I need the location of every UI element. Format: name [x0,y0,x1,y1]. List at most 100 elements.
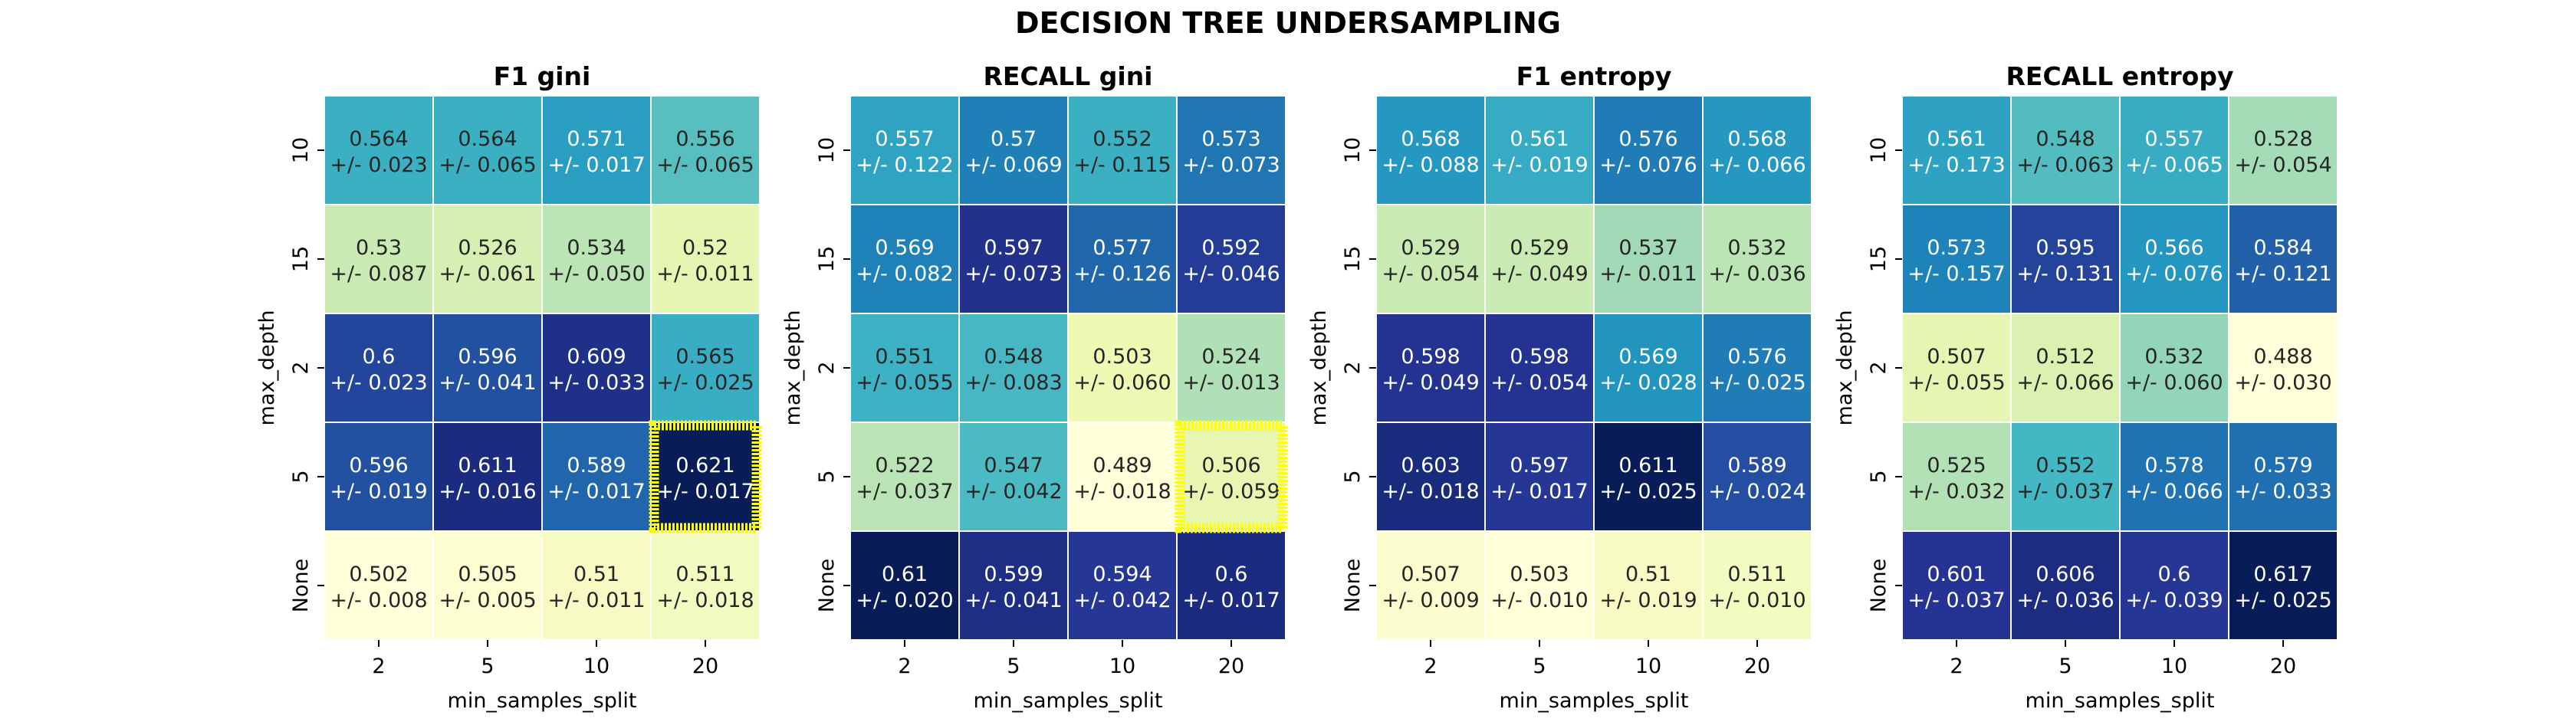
x-tick-label: 2 [898,654,911,678]
cell-error-label: +/- 0.054 [1382,262,1479,286]
cell-value-label: 0.525 [1927,454,1986,477]
y-axis-label: max_depth [1833,310,1857,426]
cell-value-label: 0.601 [1927,563,1986,586]
heatmap-cell [958,95,1069,205]
cell-value-label: 0.488 [2253,345,2312,369]
heatmap-cell [1176,204,1286,314]
cell-value-label: 0.573 [1201,127,1260,151]
cell-error-label: +/- 0.008 [330,589,427,612]
heatmap-cell [541,204,652,314]
y-tick-label: 5 [815,470,839,483]
cell-error-label: +/- 0.016 [439,480,536,504]
heatmap-cell [432,422,543,532]
cell-value-label: 0.552 [1092,127,1152,151]
y-tick-label: 15 [1341,246,1365,272]
heatmap-cell [541,422,652,532]
heatmap-cell [2228,204,2338,314]
cell-value-label: 0.577 [1092,236,1152,260]
heatmap-panel: RECALL gini 0.557+/- 0.122 0.57+/- 0.069 0.… [781,61,1288,713]
cell-error-label: +/- 0.023 [330,371,427,395]
heatmap-cell [650,422,761,532]
heatmap-cell [1702,313,1812,423]
y-tick-label: 2 [815,361,839,374]
y-tick-label: 15 [289,246,313,272]
x-tick-label: 20 [692,654,718,678]
cell-value-label: 0.569 [1618,345,1677,369]
heatmap-cell [2010,204,2121,314]
cell-error-label: +/- 0.033 [547,371,645,395]
cell-error-label: +/- 0.025 [1599,480,1697,504]
x-tick-label: 20 [1218,654,1244,678]
cell-error-label: +/- 0.131 [2016,262,2114,286]
cell-error-label: +/- 0.017 [1182,589,1280,612]
x-tick-label: 10 [2161,654,2187,678]
highlight-box [649,420,762,533]
cell-error-label: +/- 0.036 [2016,589,2114,612]
cell-value-label: 0.522 [875,454,934,477]
cell-value-label: 0.621 [675,454,734,477]
heatmap-cell [541,530,652,641]
cell-error-label: +/- 0.010 [1490,589,1588,612]
cell-error-label: +/- 0.073 [964,262,1062,286]
x-axis-label: min_samples_split [448,689,637,713]
cell-value-label: 0.61 [882,563,928,586]
heatmap-cell [2119,313,2229,423]
cell-value-label: 0.507 [1927,345,1986,369]
cell-value-label: 0.589 [567,454,626,477]
y-tick-label: None [1341,559,1365,612]
cell-value-label: 0.532 [2144,345,2203,369]
heatmap-cell [2228,313,2338,423]
cell-value-label: 0.565 [675,345,734,369]
cell-value-label: 0.568 [1401,127,1460,151]
cell-error-label: +/- 0.011 [1599,262,1697,286]
cell-error-label: +/- 0.046 [1182,262,1280,286]
cell-value-label: 0.6 [1215,563,1248,586]
cell-error-label: +/- 0.033 [2234,480,2331,504]
cell-error-label: +/- 0.023 [330,153,427,177]
y-tick-label: 15 [815,246,839,272]
cell-value-label: 0.599 [984,563,1043,586]
x-tick-label: 2 [1424,654,1437,678]
cell-value-label: 0.552 [2036,454,2095,477]
y-tick-label: None [1867,559,1891,612]
heatmap-cell [1593,530,1704,641]
cell-value-label: 0.606 [2036,563,2095,586]
cell-error-label: +/- 0.018 [1073,480,1171,504]
cell-error-label: +/- 0.036 [1708,262,1806,286]
cell-value-label: 0.597 [984,236,1043,260]
cell-error-label: +/- 0.121 [2234,262,2331,286]
y-axis-label: max_depth [1307,310,1331,426]
x-tick-label: 2 [372,654,385,678]
cell-value-label: 0.548 [984,345,1043,369]
cell-value-label: 0.609 [567,345,626,369]
panel-title: RECALL entropy [2006,61,2234,91]
cell-error-label: +/- 0.076 [2125,262,2223,286]
cell-error-label: +/- 0.157 [1907,262,2005,286]
y-tick-label: 5 [1867,470,1891,483]
cell-error-label: +/- 0.030 [2234,371,2331,395]
cell-error-label: +/- 0.076 [1599,153,1697,177]
y-tick-label: 5 [1341,470,1365,483]
cell-error-label: +/- 0.005 [439,589,536,612]
cell-error-label: +/- 0.050 [547,262,645,286]
cell-error-label: +/- 0.126 [1073,262,1171,286]
cell-error-label: +/- 0.017 [656,480,754,504]
cell-value-label: 0.576 [1618,127,1677,151]
y-tick-label: 10 [1867,137,1891,163]
cell-error-label: +/- 0.041 [439,371,536,395]
cell-error-label: +/- 0.017 [547,153,645,177]
cell-value-label: 0.6 [363,345,396,369]
cell-error-label: +/- 0.020 [856,589,953,612]
heatmap-cell [324,95,434,205]
cell-error-label: +/- 0.066 [1708,153,1806,177]
heatmap-cell [1484,204,1595,314]
cell-error-label: +/- 0.088 [1382,153,1479,177]
cell-error-label: +/- 0.055 [1907,371,2005,395]
cell-value-label: 0.596 [458,345,517,369]
cell-value-label: 0.617 [2253,563,2312,586]
heatmap-cell [1176,313,1286,423]
cell-value-label: 0.597 [1510,454,1569,477]
